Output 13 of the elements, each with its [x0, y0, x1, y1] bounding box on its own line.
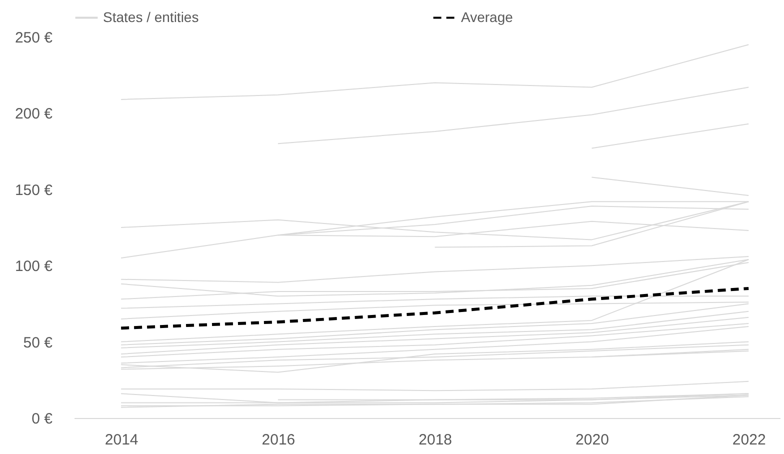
x-tick-label: 2018 — [418, 432, 452, 448]
x-tick-label: 2014 — [104, 432, 138, 448]
y-tick-label: 150 € — [14, 182, 54, 199]
y-tick-label: 200 € — [14, 106, 54, 123]
x-tick-label: 2020 — [576, 432, 609, 448]
x-tick-label: 2016 — [262, 432, 296, 448]
y-tick-label: 250 € — [14, 30, 54, 46]
legend-label: States / entities — [103, 8, 199, 25]
y-tick-label: 100 € — [14, 258, 54, 276]
legend-label: Average — [461, 8, 514, 25]
y-tick-label: 50 € — [23, 334, 54, 352]
y-tick-label: 0 € — [32, 410, 54, 428]
x-tick-label: 2022 — [732, 432, 766, 448]
